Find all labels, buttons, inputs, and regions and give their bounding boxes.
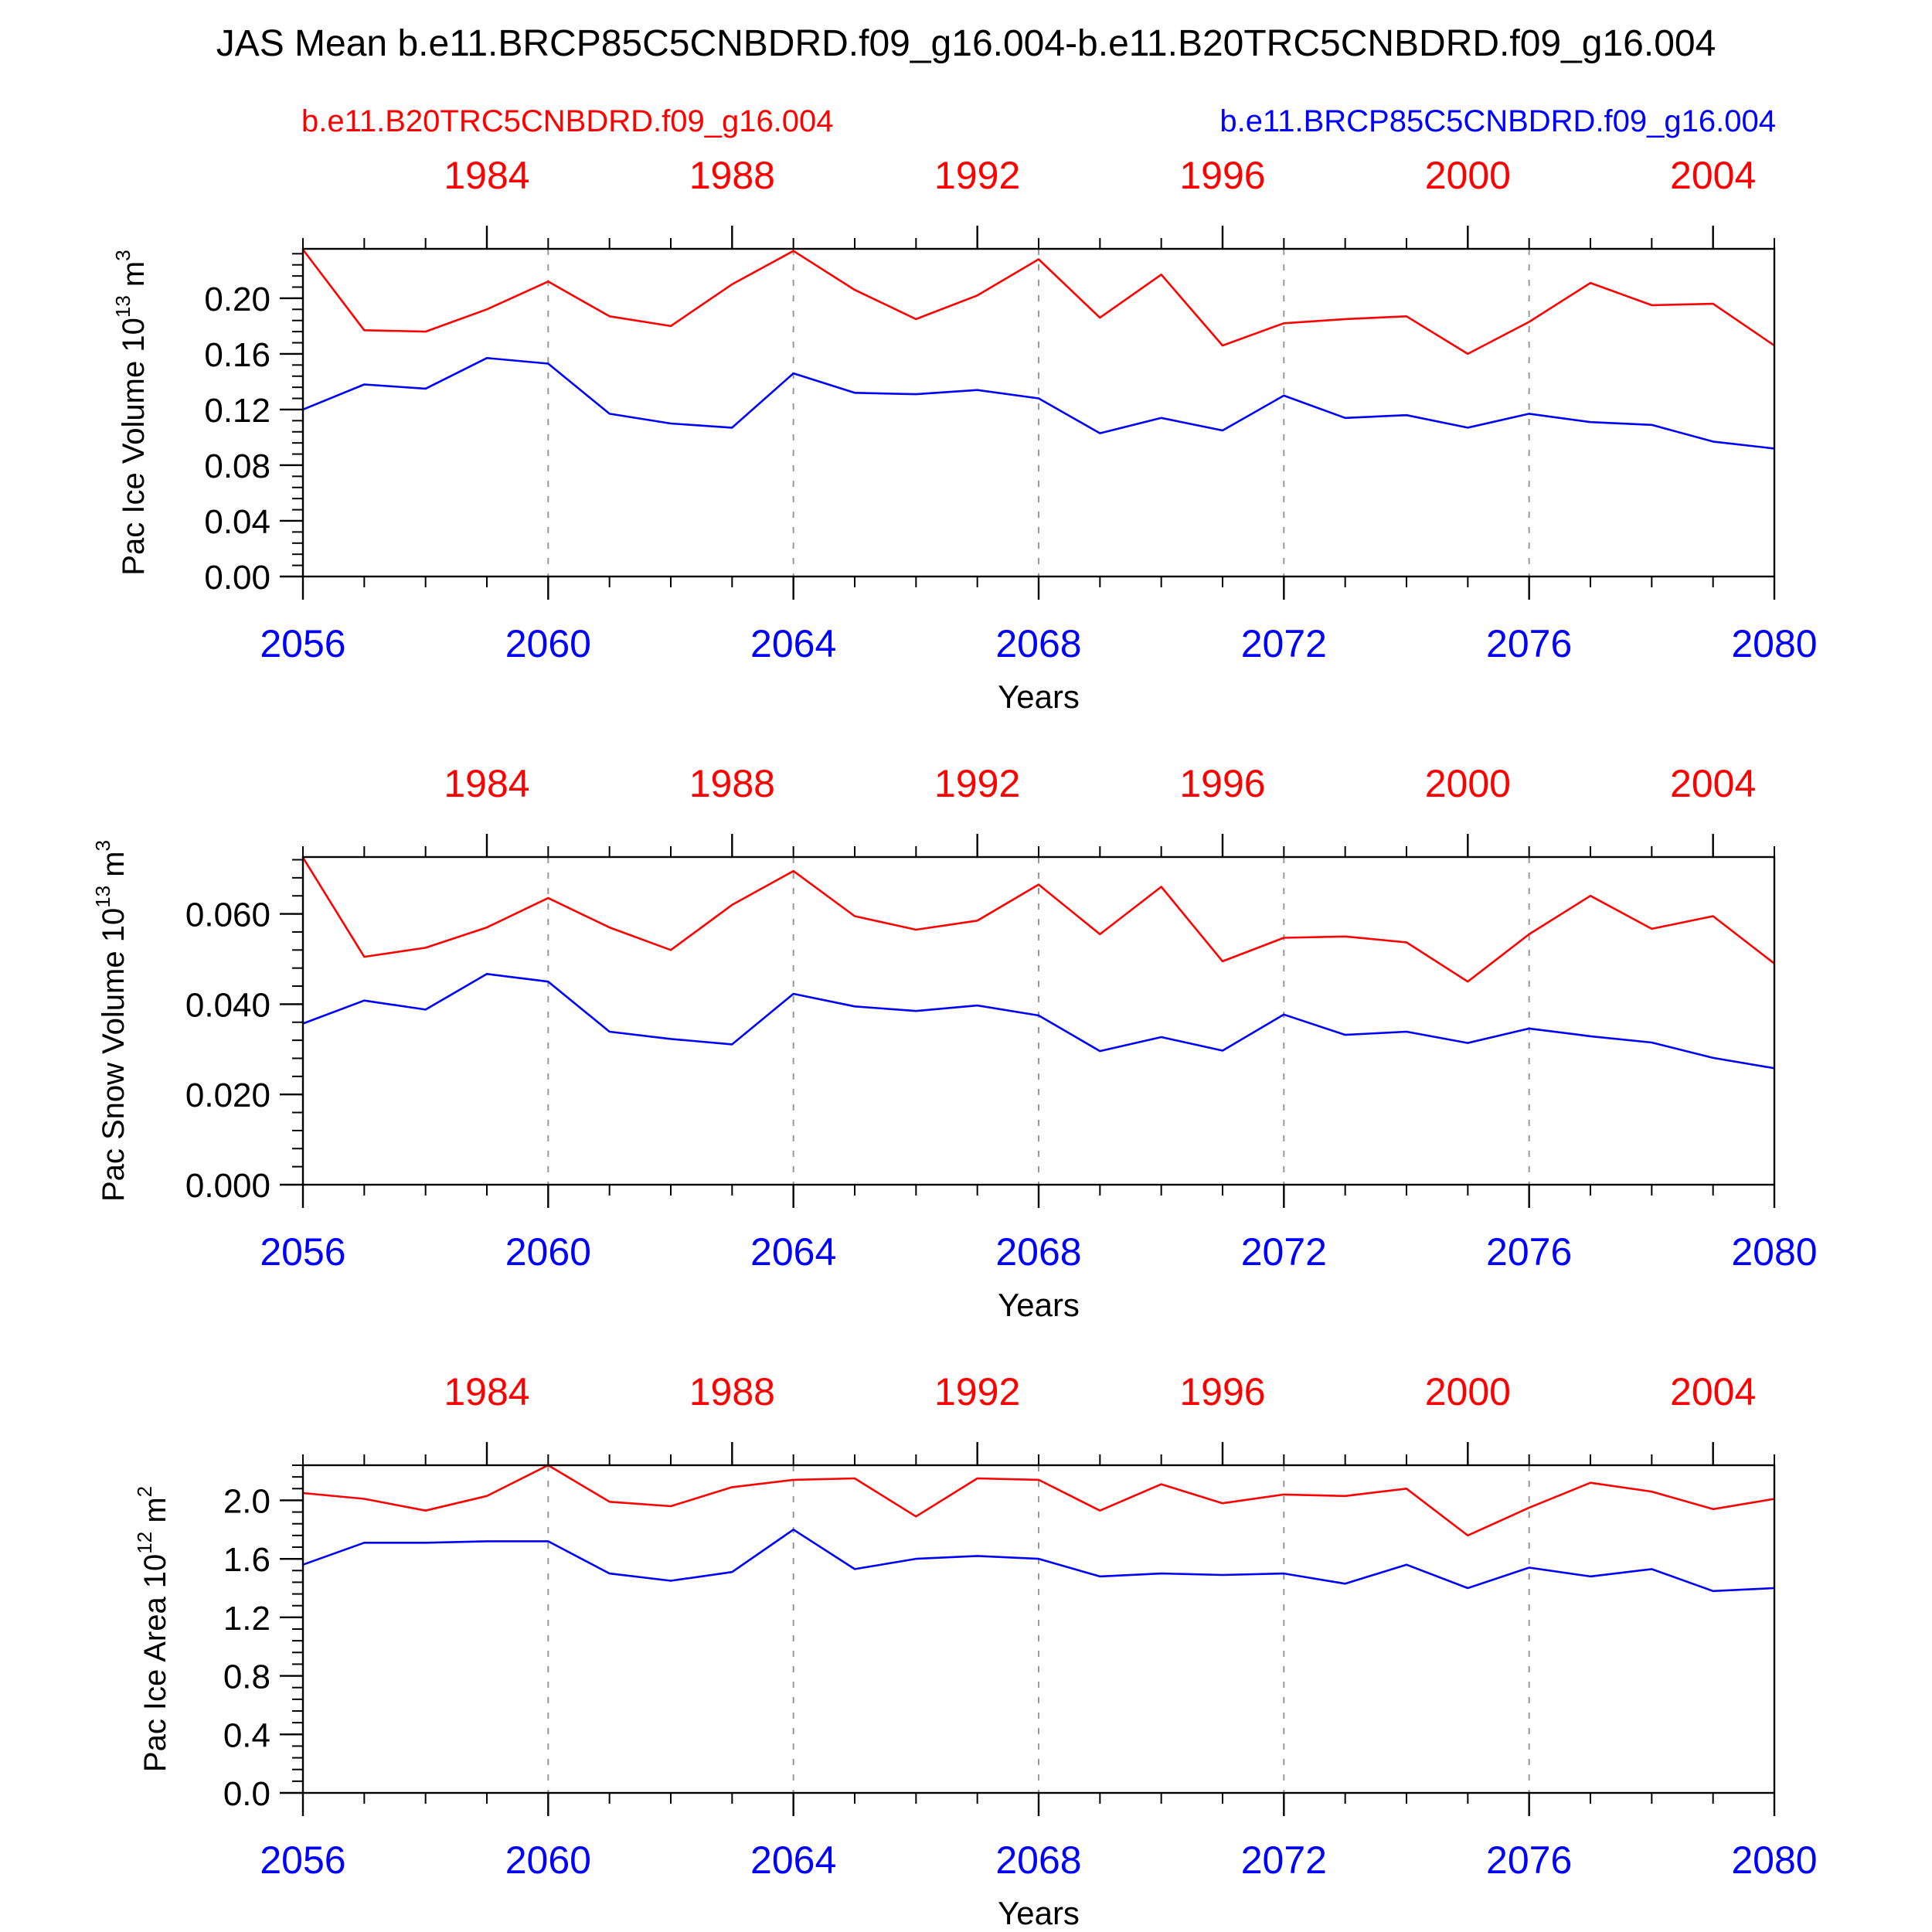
y-axis-title: Pac Ice Volume 1013 m3 [111,250,151,575]
x-tick-label-top: 1992 [934,762,1020,805]
x-tick-label-top: 2000 [1425,1370,1511,1413]
y-tick-label: 0.000 [185,1167,270,1205]
x-tick-label-top: 2004 [1670,762,1756,805]
series-line-historical [301,249,1775,355]
x-tick-label-bottom: 2064 [750,1230,836,1274]
x-tick-label-bottom: 2060 [505,1230,591,1274]
figure-title: JAS Mean b.e11.BRCP85C5CNBDRD.f09_g16.00… [216,23,1716,64]
x-tick-label-top: 1996 [1179,1370,1265,1413]
y-tick-label: 0.8 [223,1658,270,1696]
x-tick-label-bottom: 2060 [505,1838,591,1882]
y-tick-label: 0.16 [204,336,270,374]
x-tick-label-bottom: 2060 [505,622,591,665]
y-tick-label: 0.020 [185,1077,270,1114]
x-tick-label-top: 1992 [934,154,1020,197]
y-axis-title: Pac Snow Volume 1013 m3 [91,840,131,1202]
series-line-rcp85 [302,1529,1775,1593]
x-tick-label-bottom: 2076 [1486,622,1572,665]
x-tick-label-bottom: 2072 [1241,1838,1327,1882]
chart-panel-2: 0.000 0.020 0.040 0.060 2056 2060 2064 2068 2072… [91,762,1818,1323]
x-tick-label-bottom: 2056 [260,1230,345,1274]
x-tick-label-bottom: 2068 [995,622,1081,665]
x-tick-label-top: 2004 [1670,1370,1756,1413]
y-tick-label: 0.20 [204,281,270,318]
y-tick-label: 0.060 [185,896,270,934]
x-tick-label-top: 2000 [1425,762,1511,805]
y-tick-label: 0.0 [223,1775,270,1813]
legend-entry-historical: b.e11.B20TRC5CNBDRD.f09_g16.004 [301,104,834,138]
x-tick-label-bottom: 2076 [1486,1230,1572,1274]
x-tick-label-bottom: 2076 [1486,1838,1572,1882]
x-tick-label-top: 1988 [689,154,775,197]
x-axis-title: Years [998,1287,1080,1323]
y-tick-label: 1.6 [223,1541,270,1579]
x-tick-label-top: 2004 [1670,154,1756,197]
x-tick-label-bottom: 2064 [750,1838,836,1882]
series-line-rcp85 [302,973,1775,1070]
chart-panel-1: 0.00 0.04 0.08 0.12 0.16 0.20 2056 2060 2064 2068… [111,154,1818,715]
x-tick-label-bottom: 2068 [995,1230,1081,1274]
x-tick-label-top: 1988 [689,1370,775,1413]
x-tick-label-bottom: 2068 [995,1838,1081,1882]
x-tick-label-top: 1996 [1179,762,1265,805]
x-tick-label-top: 1984 [444,154,529,197]
x-tick-label-top: 1984 [444,1370,529,1413]
y-tick-label: 0.040 [185,986,270,1024]
y-tick-label: 0.00 [204,559,270,597]
y-tick-label: 0.08 [204,447,270,485]
x-tick-label-top: 1984 [444,762,529,805]
x-tick-label-bottom: 2056 [260,622,345,665]
y-tick-label: 0.12 [204,392,270,430]
x-tick-label-top: 1992 [934,1370,1020,1413]
x-tick-label-bottom: 2072 [1241,1230,1327,1274]
series-line-rcp85 [302,356,1775,450]
x-tick-label-bottom: 2080 [1731,1230,1817,1274]
x-tick-label-bottom: 2056 [260,1838,345,1882]
y-tick-label: 1.2 [223,1600,270,1638]
x-tick-label-bottom: 2072 [1241,622,1327,665]
y-tick-label: 0.4 [223,1716,270,1754]
y-tick-label: 0.04 [204,503,270,541]
x-tick-label-top: 1996 [1179,154,1265,197]
x-axis-title: Years [998,679,1080,715]
x-tick-label-top: 2000 [1425,154,1511,197]
x-axis-title: Years [998,1895,1080,1931]
x-tick-label-bottom: 2080 [1731,622,1817,665]
series-line-historical [301,856,1775,983]
legend-entry-rcp85: b.e11.BRCP85C5CNBDRD.f09_g16.004 [1219,104,1776,138]
x-tick-label-bottom: 2080 [1731,1838,1817,1882]
chart-panels: 0.00 0.04 0.08 0.12 0.16 0.20 2056 2060 2064 2068… [91,154,1818,1931]
y-tick-label: 2.0 [223,1482,270,1520]
x-tick-label-bottom: 2064 [750,622,836,665]
x-tick-label-top: 1988 [689,762,775,805]
y-axis-title: Pac Ice Area 1012 m2 [133,1486,172,1772]
chart-panel-3: 0.0 0.4 0.8 1.2 1.6 2.0 2056 2060 2064 2068 2072 20… [133,1370,1818,1931]
